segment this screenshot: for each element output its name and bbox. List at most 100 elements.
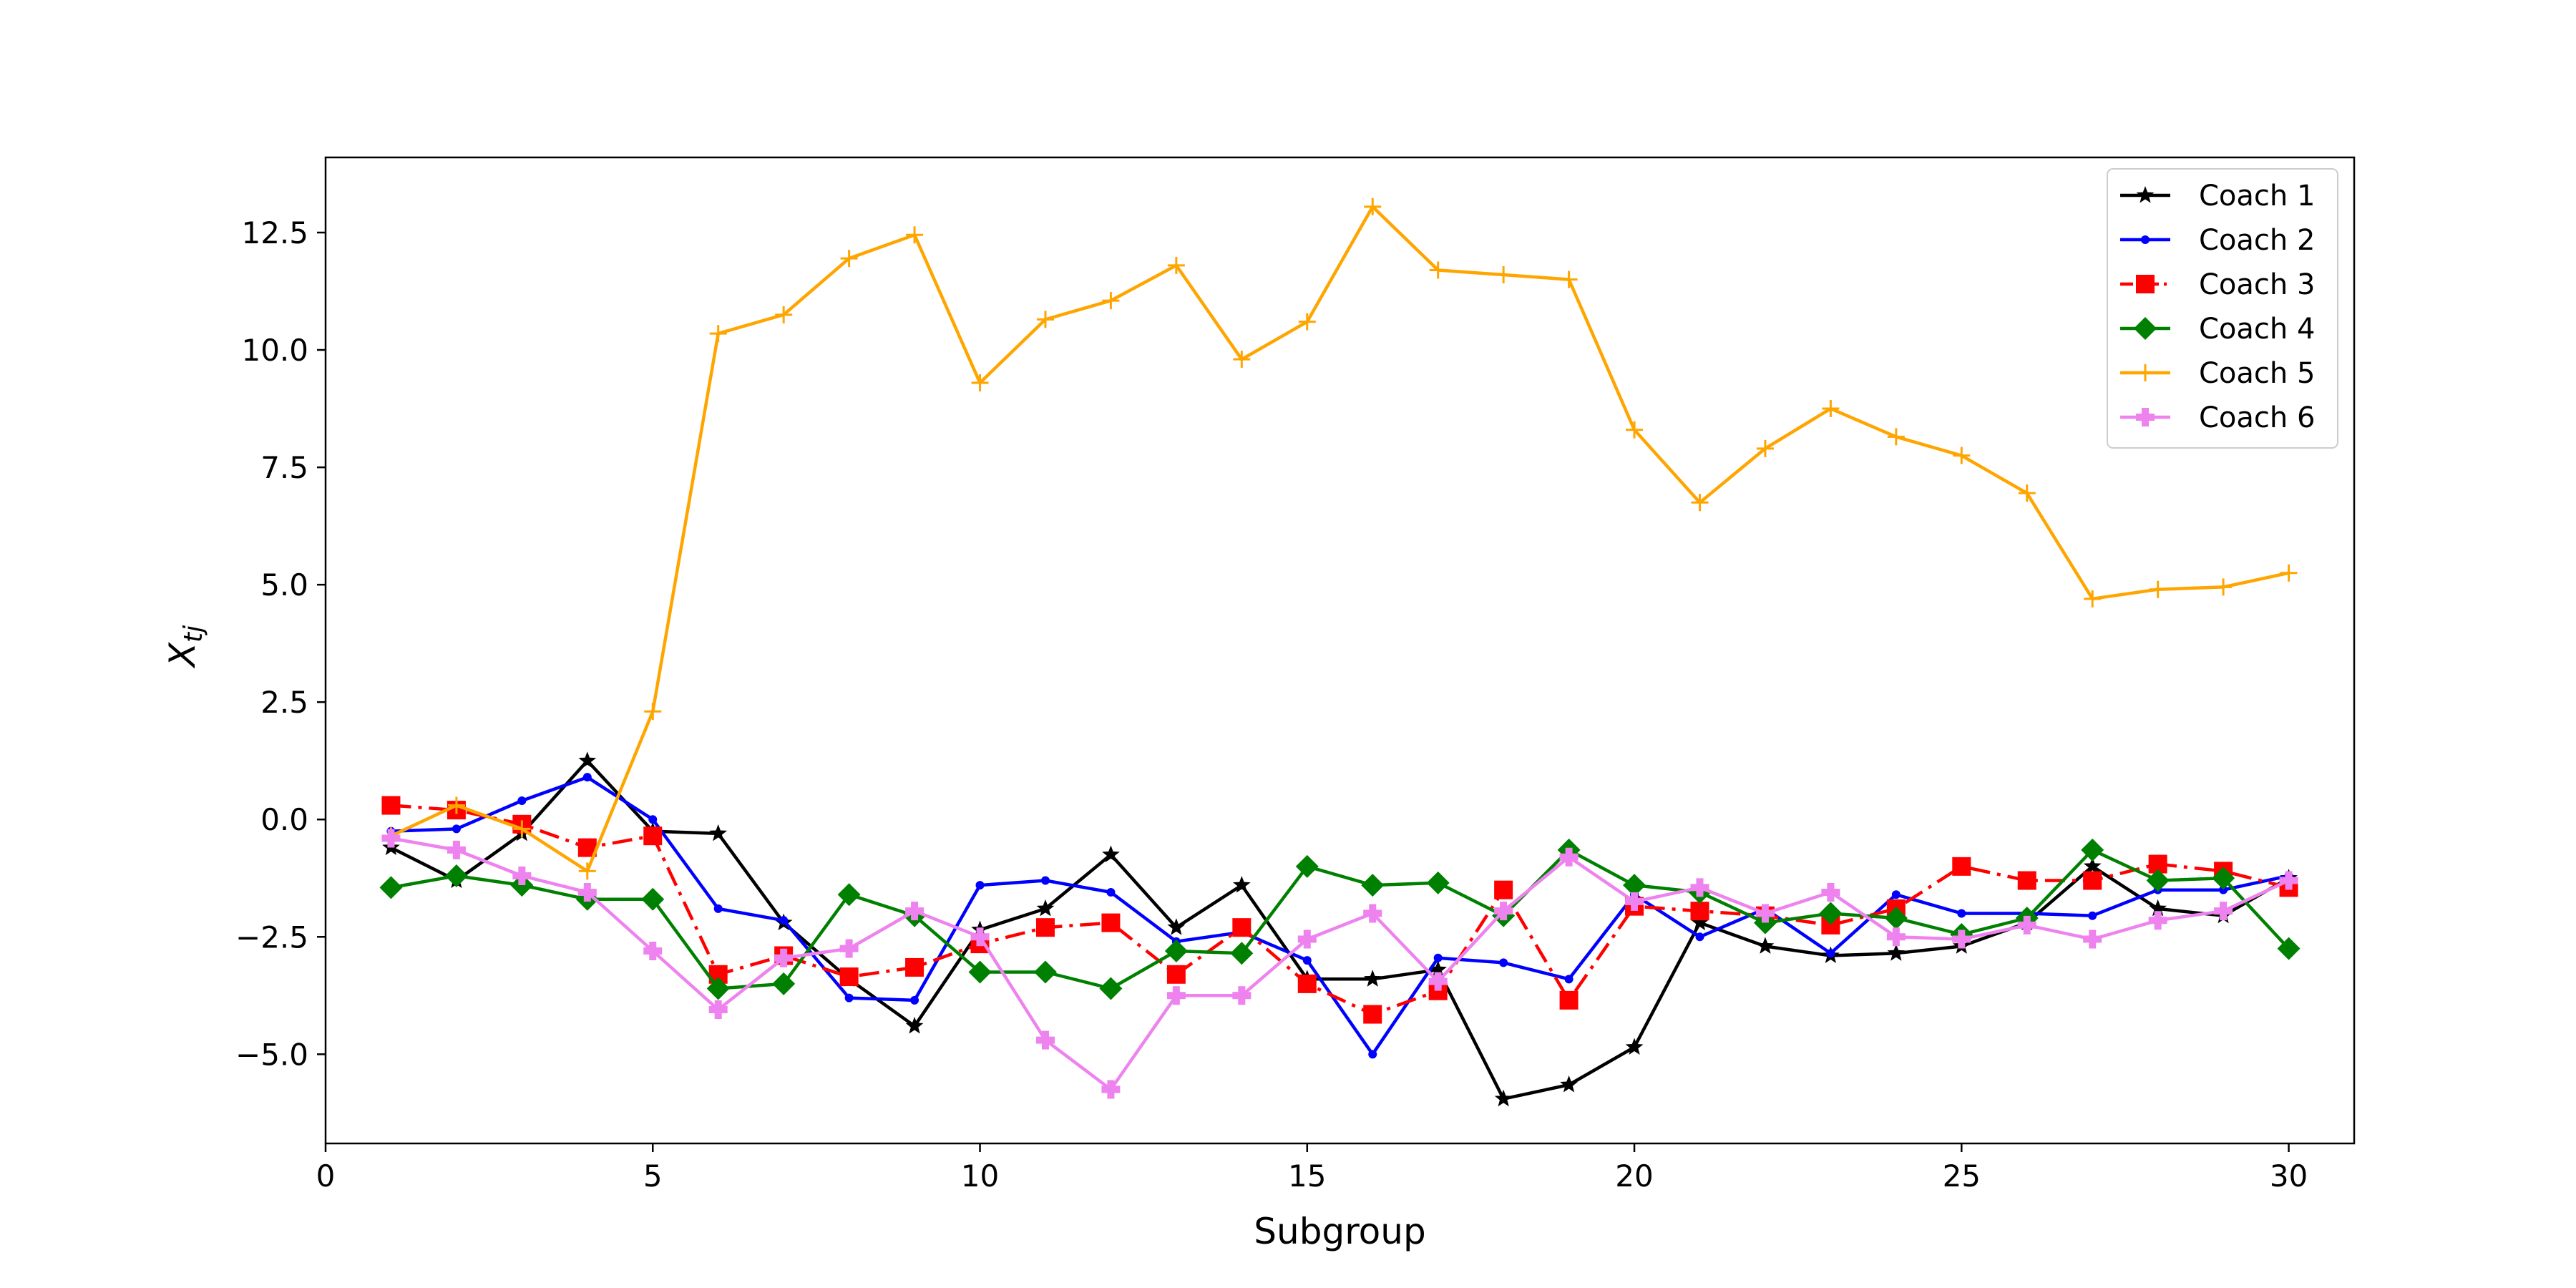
data-point	[1036, 899, 1055, 917]
data-point	[1753, 911, 1777, 935]
series-line-5	[390, 205, 2289, 873]
legend-label: Coach 2	[2199, 224, 2315, 257]
data-point	[713, 904, 723, 913]
data-point	[1298, 313, 1316, 331]
legend-marker	[2136, 275, 2155, 293]
data-point	[2083, 857, 2102, 874]
data-point	[1035, 1030, 1055, 1050]
data-point	[1426, 871, 1450, 894]
data-point	[1233, 351, 1251, 369]
legend-marker	[2134, 317, 2157, 340]
data-point	[970, 927, 990, 947]
data-point	[2083, 930, 2102, 949]
data-point	[641, 887, 665, 911]
series-2	[386, 773, 2293, 1059]
data-point	[2149, 899, 2167, 917]
data-point	[1428, 972, 1448, 991]
data-point	[775, 306, 793, 323]
legend: Coach 1 Coach 2 Coach 3 Coach 4 Coach 5 Coach…	[2107, 168, 2338, 449]
data-point	[1494, 1089, 1513, 1107]
legend-label: Coach 1	[2199, 180, 2315, 213]
data-point	[1429, 261, 1447, 279]
data-point	[1755, 904, 1775, 923]
data-point	[1559, 847, 1579, 867]
data-point	[1230, 942, 1254, 965]
data-point	[905, 902, 924, 921]
data-point	[1040, 876, 1050, 885]
x-tick-label: 30	[2270, 1158, 2308, 1194]
data-point	[708, 1000, 728, 1019]
data-point	[1364, 197, 1382, 215]
data-point	[1429, 960, 1447, 977]
data-point	[837, 883, 861, 907]
data-point	[905, 957, 924, 977]
legend-label: Coach 4	[2199, 313, 2315, 346]
x-tick-label: 25	[1943, 1158, 1981, 1194]
data-point	[2148, 911, 2167, 930]
data-point	[379, 876, 403, 899]
data-point	[706, 977, 730, 1000]
y-tick-label: −2.5	[235, 919, 308, 955]
x-tick-label: 20	[1615, 1158, 1653, 1194]
data-point	[381, 829, 401, 848]
x-tick-label: 5	[643, 1158, 663, 1194]
data-point	[1691, 494, 1709, 512]
legend-item: Coach 6	[2120, 401, 2315, 434]
data-point	[2215, 578, 2233, 596]
y-tick-label: 0.0	[260, 802, 308, 837]
data-point	[1167, 256, 1185, 274]
data-point	[644, 703, 662, 721]
data-point	[648, 815, 658, 824]
data-point	[1495, 266, 1513, 284]
x-axis-label: Subgroup	[1254, 1211, 1425, 1252]
data-point	[839, 967, 859, 987]
data-point	[2084, 590, 2102, 608]
data-point	[1363, 970, 1382, 987]
data-point	[517, 796, 527, 805]
data-point	[1953, 447, 1971, 464]
data-point	[1499, 958, 1508, 967]
data-point	[1297, 974, 1317, 993]
data-point	[582, 773, 592, 782]
data-point	[1887, 944, 1906, 961]
series-lines-group	[379, 197, 2301, 1107]
data-point	[1363, 1005, 1382, 1024]
data-point	[910, 995, 919, 1005]
data-point	[1361, 874, 1385, 897]
data-point	[1035, 918, 1055, 937]
data-point	[1625, 892, 1644, 912]
data-point	[510, 874, 534, 897]
data-point	[1167, 918, 1186, 935]
data-point	[1957, 909, 1966, 918]
data-point	[1164, 939, 1188, 962]
series-5	[382, 197, 2298, 880]
data-point	[975, 881, 985, 890]
data-point	[578, 862, 596, 880]
data-point	[2146, 869, 2170, 892]
y-axis-label-group: Xtj	[162, 625, 208, 669]
data-point	[840, 250, 858, 268]
data-point	[1625, 1038, 1644, 1055]
data-point	[709, 325, 727, 343]
x-tick-label: 15	[1288, 1158, 1326, 1194]
data-point	[1102, 292, 1120, 310]
y-tick-label: 7.5	[260, 450, 308, 485]
data-point	[1560, 1075, 1578, 1093]
axes-frame	[324, 156, 2356, 1145]
data-point	[1891, 890, 1901, 899]
legend-label: Coach 6	[2199, 401, 2315, 434]
x-axis-ticks: 0 5 10 15 20 25 30	[316, 1143, 2308, 1194]
data-point	[2017, 871, 2036, 890]
data-point	[1560, 270, 1578, 288]
data-point	[2279, 871, 2298, 890]
series-1	[382, 751, 2298, 1107]
data-point	[2214, 902, 2233, 921]
data-point	[971, 374, 989, 391]
data-point	[1756, 439, 1774, 457]
data-point	[1559, 990, 1579, 1010]
data-point	[1756, 937, 1775, 954]
data-point	[1623, 874, 1646, 897]
data-point	[1690, 902, 1709, 921]
y-axis-ticks: −5.0 −2.5 0.0 2.5 5.0 7.5 10.0 12.5	[235, 215, 326, 1072]
data-point	[452, 824, 461, 834]
